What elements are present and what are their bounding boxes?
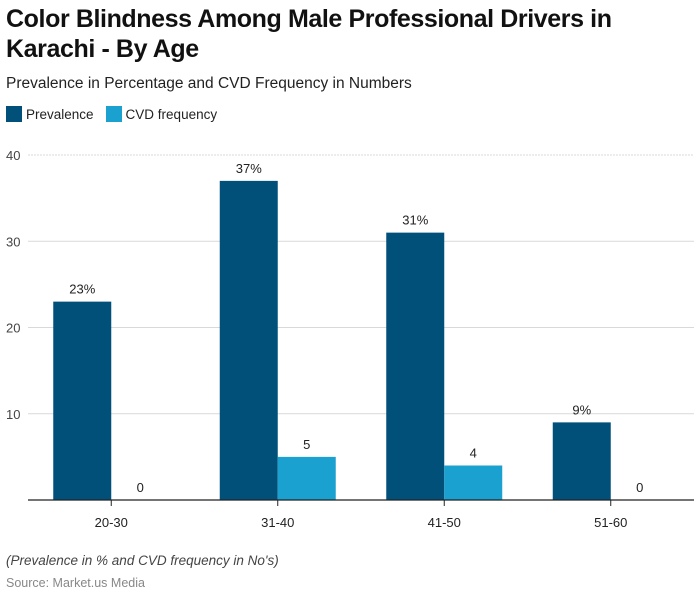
data-label: 0	[636, 480, 643, 495]
y-tick-label: 40	[6, 148, 20, 163]
data-label: 5	[303, 437, 310, 452]
chart-title: Color Blindness Among Male Professional …	[6, 5, 612, 63]
x-tick-label: 20-30	[95, 515, 128, 530]
y-tick-label: 20	[6, 321, 20, 336]
legend-label-prevalence: Prevalence	[26, 106, 94, 122]
chart-source: Source: Market.us Media	[6, 576, 145, 590]
x-tick-label: 51-60	[594, 515, 627, 530]
legend: Prevalence CVD frequency	[6, 106, 229, 122]
data-label: 37%	[236, 161, 262, 176]
x-tick-label: 31-40	[261, 515, 294, 530]
y-tick-label: 30	[6, 234, 20, 249]
y-tick-label: 10	[6, 407, 20, 422]
data-label: 31%	[402, 213, 428, 228]
bar-cvd-frequency	[444, 465, 503, 500]
x-tick-label: 41-50	[428, 515, 461, 530]
bar-prevalence	[53, 301, 112, 500]
legend-swatch-prevalence	[6, 106, 22, 122]
data-label: 4	[470, 446, 477, 461]
legend-swatch-cvd-frequency	[105, 106, 122, 122]
bar-prevalence	[219, 180, 278, 500]
data-label: 0	[137, 480, 144, 495]
bar-cvd-frequency	[277, 456, 336, 500]
data-label: 9%	[572, 402, 591, 417]
legend-item-cvd-frequency[interactable]: CVD frequency	[105, 106, 218, 122]
bar-prevalence	[386, 232, 445, 500]
chart-note: (Prevalence in % and CVD frequency in No…	[6, 553, 279, 568]
bar-prevalence	[552, 422, 611, 500]
legend-item-prevalence[interactable]: Prevalence	[6, 106, 94, 122]
chart-subtitle: Prevalence in Percentage and CVD Frequen…	[6, 75, 412, 92]
data-label: 23%	[69, 282, 95, 297]
legend-label-cvd-frequency: CVD frequency	[125, 106, 218, 122]
